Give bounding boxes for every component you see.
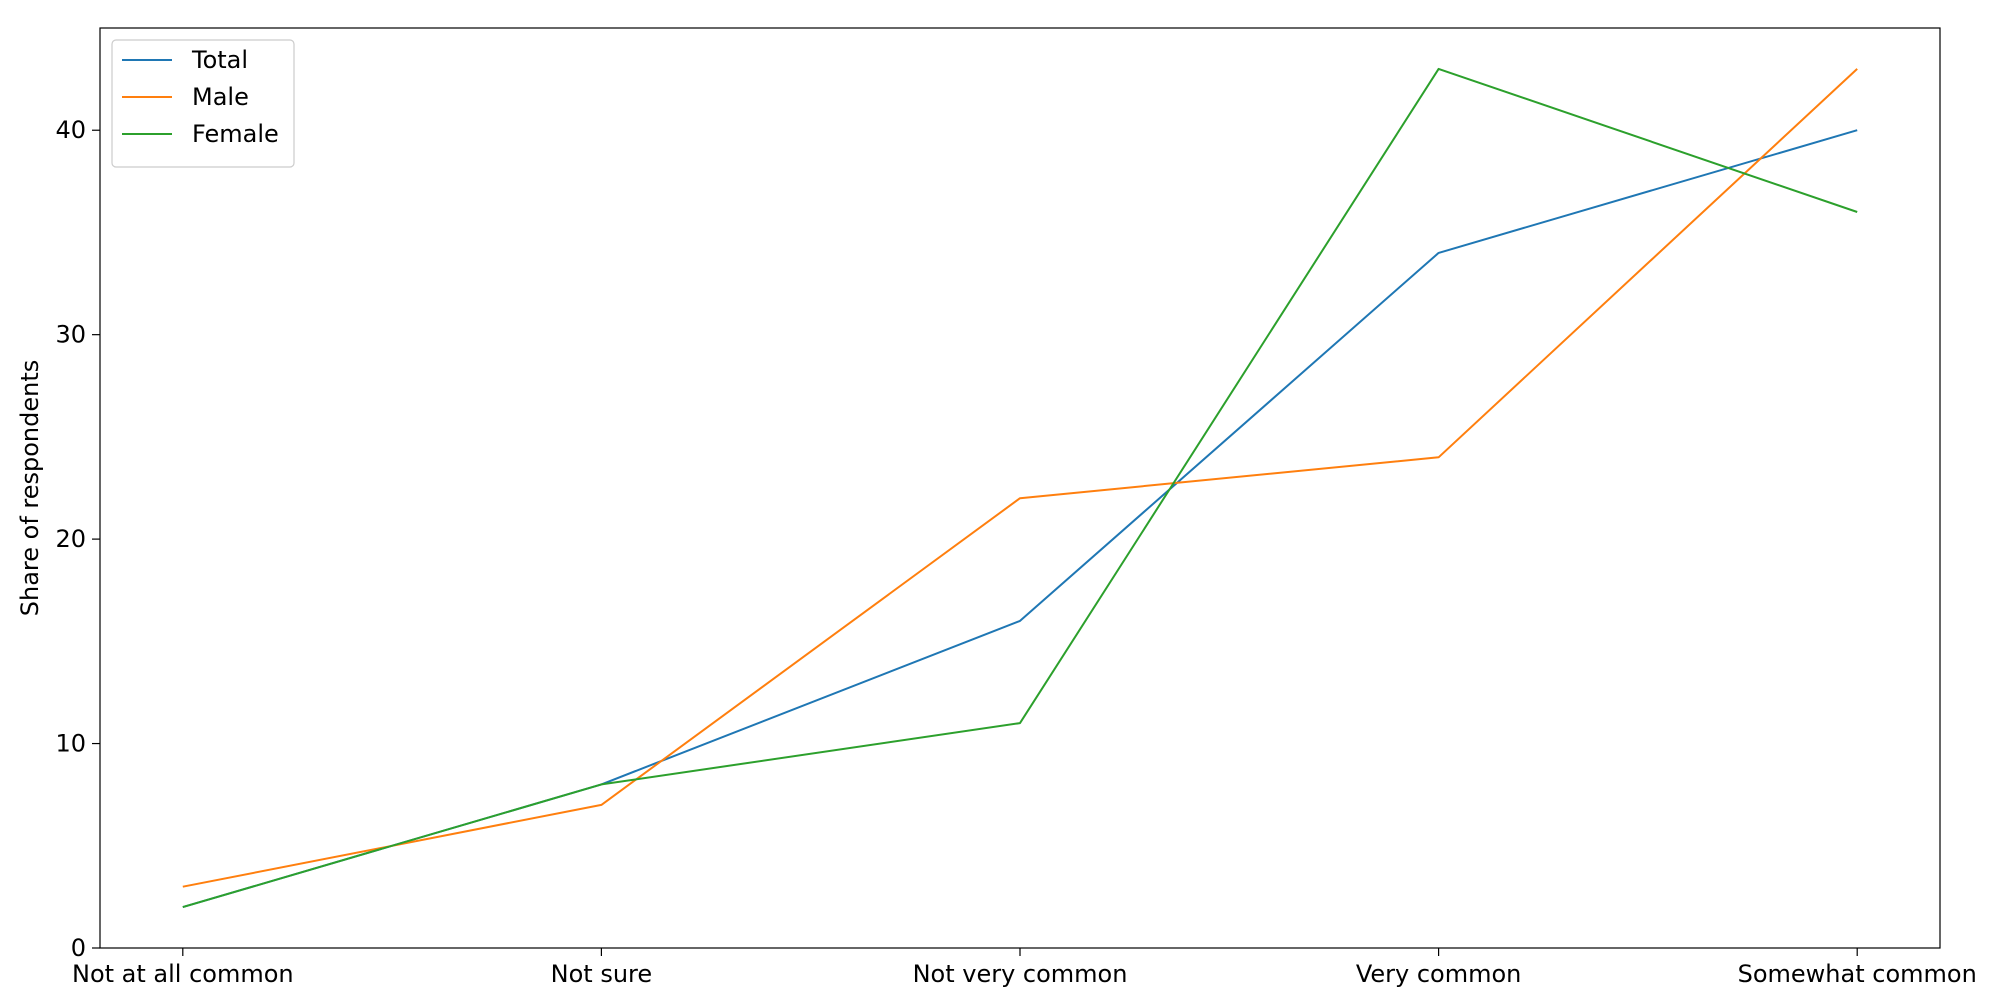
y-axis-label: Share of respondents [16,360,44,617]
y-tick-label: 20 [55,525,86,553]
x-tick-label: Not sure [551,960,653,988]
series-line-female [182,67,1858,909]
y-tick-label: 0 [71,934,86,962]
y-tick-label: 40 [55,116,86,144]
series-lines [182,67,1858,909]
y-tick-label: 10 [55,730,86,758]
legend-label-male: Male [192,83,249,111]
x-tick-label: Somewhat common [1738,960,1977,988]
legend-label-female: Female [192,120,279,148]
legend-label-total: Total [191,46,248,74]
x-tick-label: Very common [1356,960,1522,988]
y-axis: 0 10 20 30 40 [55,116,100,962]
x-axis: Not at all common Not sure Not very common… [72,948,1977,988]
x-tick-label: Not very common [913,960,1128,988]
series-line-male [182,68,1858,888]
y-tick-label: 30 [55,321,86,349]
legend-box [111,39,295,168]
x-tick-label: Not at all common [72,960,294,988]
legend: Total Male Female [111,39,295,168]
